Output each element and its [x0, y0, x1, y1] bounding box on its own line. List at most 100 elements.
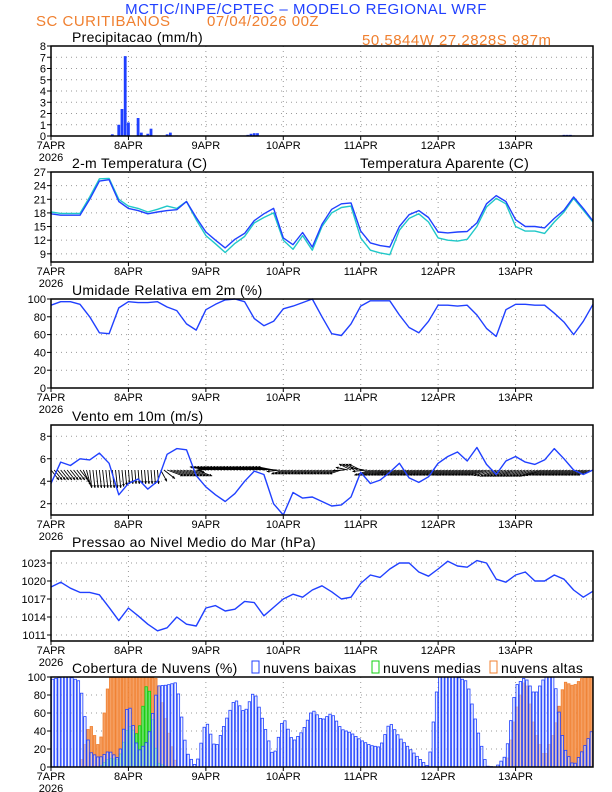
wind-arrowhead	[254, 465, 258, 469]
cloud-bar-nuvens-baixas	[512, 697, 516, 768]
wind-arrowhead	[496, 474, 500, 477]
wind-arrowhead	[316, 471, 320, 475]
cloud-bar-nuvens-baixas	[109, 751, 113, 768]
y-tick-label: 4	[40, 86, 46, 98]
wind-arrow	[380, 469, 397, 476]
wind-arrowhead	[339, 463, 343, 467]
cloud-bar-nuvens-baixas	[212, 743, 216, 768]
wind-arrowhead	[222, 465, 225, 469]
cloud-bar-nuvens-baixas	[431, 721, 435, 768]
wind-arrowhead	[99, 485, 103, 488]
wind-arrowhead	[460, 473, 464, 476]
wind-arrow	[541, 469, 558, 476]
wind-arrowhead	[306, 471, 310, 475]
wind-arrowhead	[367, 473, 371, 476]
cloud-bar-nuvens-baixas	[141, 745, 145, 768]
cloud-bar-nuvens-baixas	[138, 749, 142, 768]
wind-arrow	[95, 469, 99, 489]
wind-arrow	[405, 469, 423, 476]
wind-arrow	[202, 466, 219, 471]
cloud-bar-nuvens-baixas	[544, 676, 548, 768]
x-tick-label: 10APR	[266, 392, 301, 404]
wind-arrowhead	[493, 474, 497, 477]
wind-arrowhead	[199, 473, 203, 477]
cloud-bar-nuvens-baixas	[438, 676, 442, 768]
precip-bar	[146, 133, 150, 136]
legend-label: nuvens medias	[383, 660, 481, 676]
cloud-bar-nuvens-baixas	[457, 677, 461, 768]
wind-arrowhead	[109, 485, 113, 488]
wind-arrow	[396, 469, 413, 476]
wind-arrow	[225, 466, 242, 471]
wind-arrowhead	[134, 481, 138, 484]
wind-arrowhead	[197, 468, 200, 472]
y-tick-label: 1	[40, 120, 46, 132]
cloud-bar-nuvens-baixas	[296, 736, 300, 768]
x-year-label: 2026	[39, 657, 63, 669]
x-tick-label: 11APR	[344, 392, 378, 404]
cloud-bar-nuvens-baixas	[321, 718, 326, 768]
precip-bar	[168, 132, 172, 136]
x-tick-label: 13APR	[498, 519, 533, 531]
cloud-bar-nuvens-baixas	[202, 726, 206, 768]
wind-arrow	[89, 469, 93, 489]
cloud-bar-nuvens-baixas	[531, 691, 535, 768]
cloud-bar-nuvens-baixas	[418, 759, 423, 768]
wind-arrowhead	[354, 473, 358, 476]
wind-arrow	[399, 469, 416, 476]
wind-arrow	[563, 469, 581, 476]
cloud-bar-nuvens-baixas	[541, 679, 545, 768]
wind-arrowhead	[499, 474, 503, 477]
wind-arrowhead	[554, 473, 558, 476]
wind-arrow	[457, 469, 474, 476]
precip-bar	[127, 122, 130, 136]
cloud-bar-nuvens-baixas	[331, 715, 335, 768]
wind-arrowhead	[189, 465, 193, 469]
wind-arrow	[496, 469, 513, 477]
plot-frame	[50, 171, 594, 263]
x-tick-label: 7APR	[37, 519, 66, 531]
cloud-bar-nuvens-baixas	[112, 754, 116, 768]
wind-arrowhead	[62, 477, 66, 480]
wind-arrowhead	[271, 471, 275, 475]
wind-arrowhead	[251, 465, 255, 469]
wind-arrowhead	[418, 473, 422, 476]
x-tick-label: 12APR	[421, 392, 456, 404]
cloud-bar-nuvens-baixas	[99, 756, 103, 768]
wind-arrowhead	[402, 473, 406, 476]
wind-arrowhead	[266, 469, 270, 473]
wind-arrowhead	[435, 473, 438, 476]
cloud-bar-nuvens-baixas	[580, 751, 584, 768]
cloud-bar-nuvens-baixas	[147, 731, 152, 768]
x-tick-label: 11APR	[344, 140, 378, 152]
wind-arrowhead	[96, 485, 100, 488]
wind-arrow	[409, 469, 426, 476]
wind-arrow	[499, 469, 516, 477]
cloud-bar-nuvens-baixas	[557, 711, 561, 768]
wind-arrow	[431, 469, 448, 476]
y-tick-label: 40	[34, 347, 46, 359]
cloud-bar-nuvens-baixas	[80, 692, 84, 768]
wind-arrow	[98, 469, 102, 489]
y-tick-label: 0	[40, 383, 46, 395]
wind-arrow	[402, 469, 419, 476]
wind-arrow	[228, 466, 245, 471]
y-tick-label: 4	[40, 476, 46, 488]
x-tick-label: 12APR	[421, 266, 456, 278]
cloud-bar-nuvens-baixas	[522, 678, 526, 768]
cloud-bar-nuvens-baixas	[218, 735, 222, 768]
x-tick-label: 9APR	[191, 519, 220, 531]
x-tick-label: 13APR	[498, 140, 533, 152]
plot-frame	[50, 45, 594, 137]
y-tick-label: 21	[34, 194, 46, 206]
wind-arrow	[534, 469, 552, 476]
y-tick-label: 15	[34, 222, 46, 234]
cloud-bar-nuvens-baixas	[396, 734, 400, 768]
wind-arrow	[389, 469, 407, 476]
wind-arrow	[515, 469, 532, 477]
wind-arrow	[447, 469, 465, 476]
x-tick-label: 8APR	[114, 392, 143, 404]
wind-arrowhead	[457, 473, 461, 476]
cloud-bar-nuvens-baixas	[60, 676, 64, 768]
wind-arrowhead	[172, 475, 175, 479]
